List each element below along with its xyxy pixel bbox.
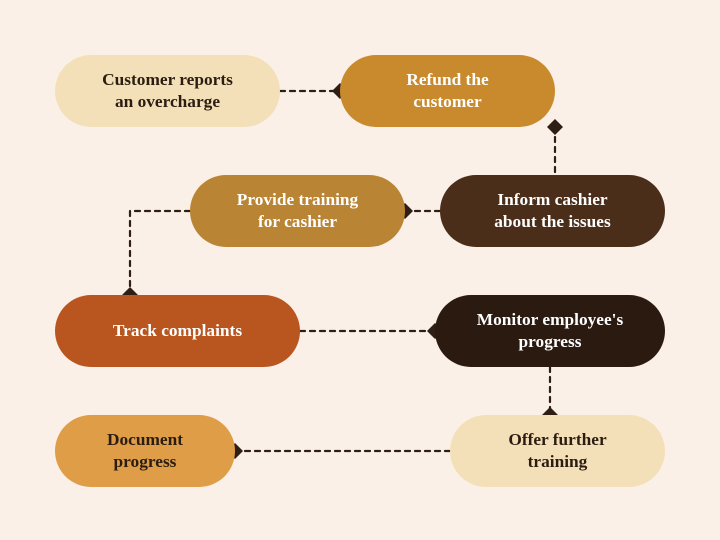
flow-node: Documentprogress	[55, 415, 235, 487]
flow-node-label: Provide trainingfor cashier	[237, 189, 358, 232]
flow-node-label: Monitor employee'sprogress	[477, 309, 623, 352]
flow-node: Monitor employee'sprogress	[435, 295, 665, 367]
flow-node-label: Inform cashierabout the issues	[494, 189, 611, 232]
flow-node: Customer reportsan overcharge	[55, 55, 280, 127]
flowchart-canvas: Customer reportsan overcharge Refund thec…	[0, 0, 720, 540]
flow-node-label: Offer furthertraining	[508, 429, 606, 472]
flow-node: Inform cashierabout the issues	[440, 175, 665, 247]
connector	[130, 211, 190, 295]
flow-node: Offer furthertraining	[450, 415, 665, 487]
connector-diamond	[547, 119, 563, 135]
flow-node-label: Refund thecustomer	[406, 69, 488, 112]
flow-node-label: Documentprogress	[107, 429, 183, 472]
flow-node: Refund thecustomer	[340, 55, 555, 127]
flow-node-label: Customer reportsan overcharge	[102, 69, 233, 112]
flow-node: Provide trainingfor cashier	[190, 175, 405, 247]
flow-node-label: Track complaints	[113, 320, 242, 342]
flow-node: Track complaints	[55, 295, 300, 367]
